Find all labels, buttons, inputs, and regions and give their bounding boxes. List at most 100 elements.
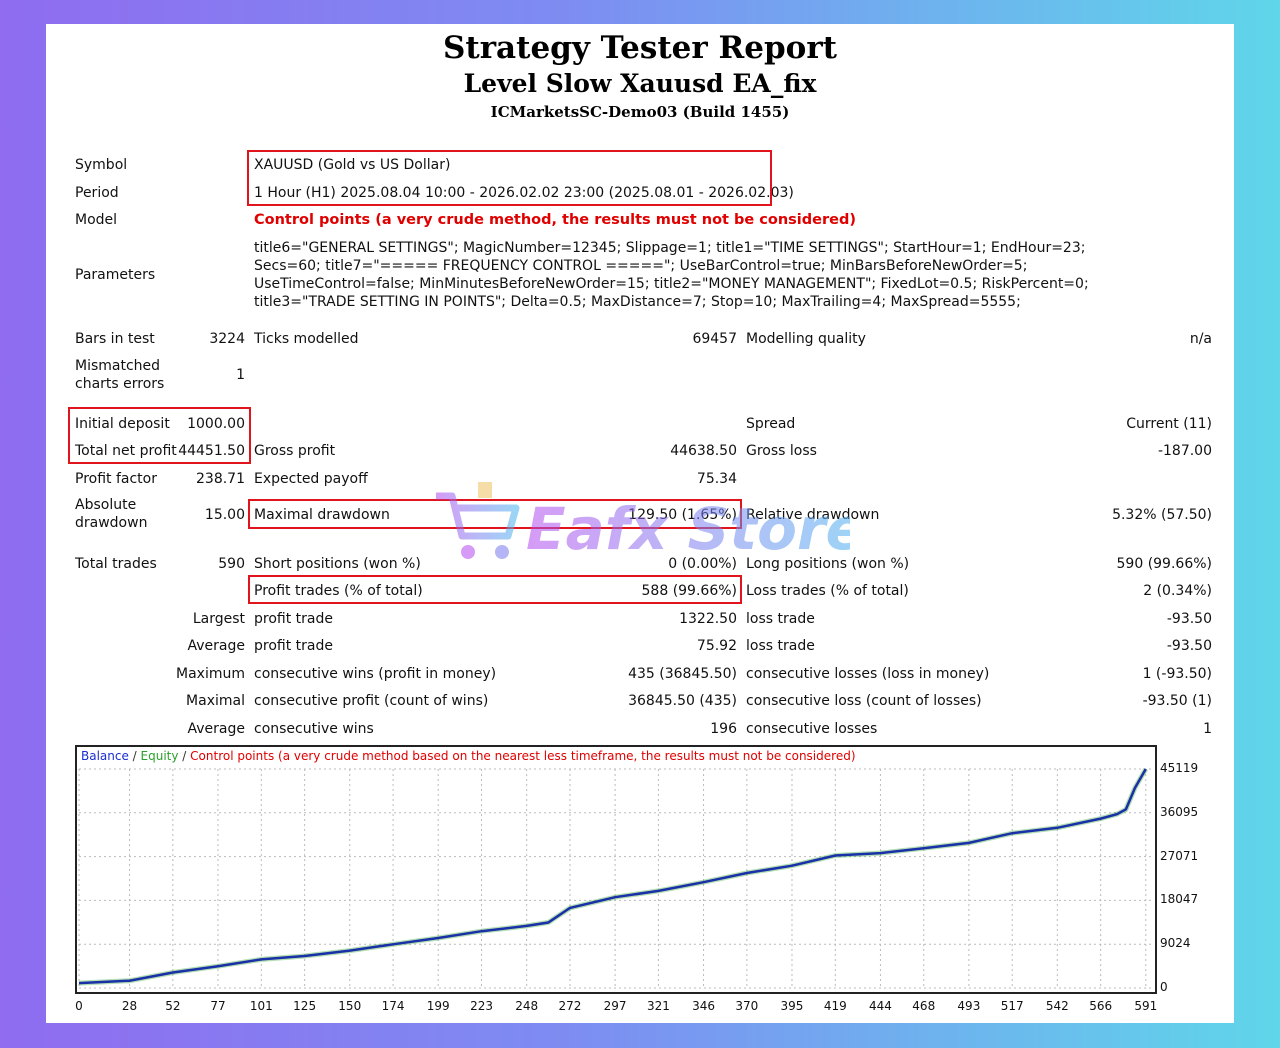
mcl-label: consecutive losses (loss in money) — [746, 666, 990, 682]
x-tick-label: 52 — [165, 999, 181, 1013]
ll-value: -93.50 — [1166, 611, 1212, 627]
legend-equity: Equity — [140, 749, 179, 763]
balance-chart — [75, 745, 1157, 994]
legend-separator: / — [128, 749, 141, 763]
x-tick-label: 125 — [293, 999, 317, 1013]
netprofit-value: 44451.50 — [178, 443, 245, 459]
chart-legend: Balance / Equity / Control points (a ver… — [81, 749, 856, 763]
x-tick-label: 297 — [603, 999, 627, 1013]
parameters-value: title6="GENERAL SETTINGS"; MagicNumber=1… — [254, 240, 1089, 310]
x-tick-label: 77 — [210, 999, 226, 1013]
x-tick-label: 370 — [735, 999, 759, 1013]
deposit-value: 1000.00 — [187, 416, 245, 432]
x-tick-label: 517 — [1000, 999, 1024, 1013]
largest-label: Largest — [192, 611, 245, 627]
ltrades-value: 2 (0.34%) — [1143, 583, 1212, 599]
model-label: Model — [75, 212, 118, 228]
y-tick-label: 0 — [1160, 980, 1168, 994]
trades-value: 590 — [218, 556, 245, 572]
ap-label: profit trade — [254, 638, 333, 654]
mcl-value: 1 (-93.50) — [1142, 666, 1212, 682]
server-build: ICMarketsSC-Demo03 (Build 1455) — [490, 103, 790, 121]
quality-label: Modelling quality — [746, 331, 866, 347]
ep-label: Expected payoff — [254, 471, 368, 487]
bars-value: 3224 — [209, 331, 245, 347]
ptrades-label: Profit trades (% of total) — [254, 583, 423, 599]
grossloss-value: -187.00 — [1157, 443, 1212, 459]
x-tick-label: 101 — [249, 999, 273, 1013]
al-label: loss trade — [746, 638, 815, 654]
mcp-label: consecutive profit (count of wins) — [254, 693, 489, 709]
x-tick-label: 174 — [381, 999, 405, 1013]
average-label: Average — [187, 638, 246, 654]
highlight-max-drawdown — [248, 499, 742, 529]
x-tick-label: 223 — [470, 999, 493, 1013]
ap-value: 75.92 — [696, 638, 737, 654]
chart-plot — [78, 767, 1153, 989]
maximal-label: Maximal — [186, 693, 245, 709]
spread-value: Current (11) — [1126, 416, 1212, 432]
long-value: 590 (99.66%) — [1116, 556, 1212, 572]
absdd-value: 15.00 — [204, 507, 245, 523]
mismatch-value: 1 — [236, 367, 245, 383]
netprofit-label: Total net profit — [75, 443, 177, 459]
period-label: Period — [75, 185, 119, 201]
x-tick-label: 199 — [426, 999, 450, 1013]
reldd-value: 5.32% (57.50) — [1112, 507, 1212, 523]
symbol-value: XAUUSD (Gold vs US Dollar) — [254, 157, 451, 173]
x-tick-label: 395 — [780, 999, 804, 1013]
period-value: 1 Hour (H1) 2025.08.04 10:00 - 2026.02.0… — [254, 185, 794, 201]
y-tick-label: 18047 — [1160, 892, 1199, 907]
acw-label: consecutive wins — [254, 721, 374, 737]
x-tick-label: 591 — [1134, 999, 1158, 1013]
acl-label: consecutive losses — [746, 721, 878, 737]
reldd-label: Relative drawdown — [746, 507, 880, 523]
bars-label: Bars in test — [75, 331, 155, 347]
ll-label: loss trade — [746, 611, 815, 627]
x-tick-label: 272 — [558, 999, 582, 1013]
grossloss-label: Gross loss — [746, 443, 817, 459]
equity-line — [78, 767, 1148, 986]
ea-name: Level Slow Xauusd EA_fix — [463, 69, 817, 98]
acl-value: 1 — [1203, 721, 1212, 737]
y-tick-label: 9024 — [1160, 936, 1191, 951]
lp-label: profit trade — [254, 611, 333, 627]
short-label: Short positions (won %) — [254, 556, 421, 572]
x-tick-label: 150 — [338, 999, 362, 1013]
legend-note: Control points (a very crude method base… — [190, 749, 856, 763]
x-tick-label: 419 — [823, 999, 847, 1013]
acw-value: 196 — [710, 721, 737, 737]
spread-label: Spread — [746, 416, 796, 432]
ep-value: 75.34 — [696, 471, 737, 487]
trades-label: Total trades — [75, 556, 157, 572]
ticks-value: 69457 — [692, 331, 737, 347]
balance-line — [78, 768, 1147, 985]
quality-value: n/a — [1189, 331, 1212, 347]
mclc-value: -93.50 (1) — [1142, 693, 1212, 709]
model-value: Control points (a very crude method, the… — [254, 212, 856, 228]
mclc-label: consecutive loss (count of losses) — [746, 693, 982, 709]
long-label: Long positions (won %) — [746, 556, 910, 572]
mismatch-label: Mismatched charts errors — [75, 358, 165, 392]
ptrades-value: 588 (99.66%) — [641, 583, 737, 599]
x-tick-label: 0 — [75, 999, 83, 1013]
y-tick-label: 27071 — [1160, 848, 1199, 863]
grossprofit-value: 44638.50 — [670, 443, 737, 459]
absdd-label: Absolute drawdown — [75, 497, 148, 531]
y-tick-label: 36095 — [1160, 804, 1199, 819]
maxdd-value: 129.50 (1.65%) — [628, 507, 737, 523]
y-tick-label: 45119 — [1160, 761, 1199, 775]
grossprofit-label: Gross profit — [254, 443, 336, 459]
x-tick-label: 468 — [912, 999, 936, 1013]
x-tick-label: 542 — [1045, 999, 1069, 1013]
mcw-label: consecutive wins (profit in money) — [254, 666, 497, 682]
x-tick-label: 566 — [1089, 999, 1113, 1013]
highlight-profit-trades — [248, 575, 742, 604]
x-tick-label: 346 — [692, 999, 715, 1013]
legend-balance: Balance — [81, 749, 129, 763]
x-tick-label: 321 — [646, 999, 670, 1013]
ltrades-label: Loss trades (% of total) — [746, 583, 909, 599]
lp-value: 1322.50 — [679, 611, 737, 627]
highlight-symbol-period — [247, 150, 772, 206]
legend-separator: / — [178, 749, 191, 763]
